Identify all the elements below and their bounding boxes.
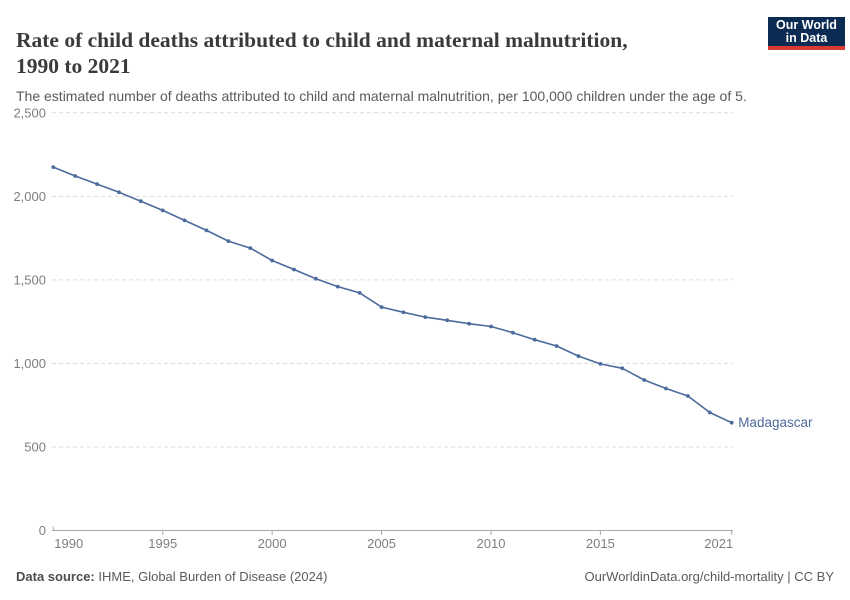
y-axis-tick-label: 1,500 bbox=[13, 272, 46, 287]
data-point[interactable] bbox=[248, 246, 253, 251]
x-axis-tick-label: 2021 bbox=[704, 536, 733, 551]
series-end-label[interactable]: Madagascar bbox=[738, 415, 813, 430]
owid-logo-line-2: in Data bbox=[785, 31, 828, 45]
data-point[interactable] bbox=[292, 267, 296, 272]
data-source-text: IHME, Global Burden of Disease (2024) bbox=[94, 569, 328, 584]
data-point[interactable] bbox=[160, 208, 165, 213]
owid-credit-link[interactable]: OurWorldinData.org/child-mortality | CC … bbox=[584, 569, 835, 584]
y-axis-tick-label: 0 bbox=[39, 523, 46, 538]
data-point[interactable] bbox=[357, 291, 362, 295]
data-point[interactable] bbox=[95, 182, 99, 187]
x-axis-tick-label: 2005 bbox=[367, 536, 396, 551]
y-axis-tick-label: 1,000 bbox=[13, 356, 46, 371]
x-axis-tick-label: 2000 bbox=[258, 536, 287, 551]
x-axis-tick-label: 2010 bbox=[477, 536, 506, 551]
chart-subtitle: The estimated number of deaths attribute… bbox=[16, 88, 747, 104]
data-line-madagascar[interactable] bbox=[52, 166, 733, 424]
data-point[interactable] bbox=[729, 420, 734, 425]
y-axis-tick-label: 2,500 bbox=[13, 105, 46, 120]
owid-logo-line-1: Our World bbox=[776, 18, 837, 32]
data-point[interactable] bbox=[642, 378, 647, 382]
data-point[interactable] bbox=[467, 321, 471, 326]
y-axis-tick-label: 2,000 bbox=[13, 189, 46, 204]
data-source-label: Data source: bbox=[16, 569, 95, 584]
data-point[interactable] bbox=[489, 324, 493, 329]
chart-title-line-2: 1990 to 2021 bbox=[16, 54, 131, 79]
data-point[interactable] bbox=[620, 366, 625, 371]
data-point[interactable] bbox=[226, 239, 231, 244]
data-point[interactable] bbox=[576, 354, 581, 358]
x-axis-tick-label: 2015 bbox=[586, 536, 615, 551]
chart-title-line-1: Rate of child deaths attributed to child… bbox=[16, 28, 628, 53]
data-point[interactable] bbox=[117, 190, 121, 195]
data-source-note: Data source: IHME, Global Burden of Dise… bbox=[16, 569, 327, 585]
data-point[interactable] bbox=[51, 165, 56, 170]
data-point[interactable] bbox=[73, 174, 78, 178]
data-point[interactable] bbox=[445, 318, 450, 323]
data-point[interactable] bbox=[532, 337, 537, 342]
data-point[interactable] bbox=[664, 386, 668, 391]
data-point[interactable] bbox=[686, 394, 690, 398]
chart-title: Rate of child deaths attributed to child… bbox=[16, 27, 746, 79]
data-point[interactable] bbox=[314, 276, 318, 281]
data-point[interactable] bbox=[401, 310, 406, 315]
data-point[interactable] bbox=[138, 199, 143, 204]
data-point[interactable] bbox=[270, 258, 274, 263]
x-axis-tick-label: 1990 bbox=[54, 536, 83, 551]
data-point[interactable] bbox=[554, 344, 559, 348]
data-point[interactable] bbox=[335, 284, 340, 289]
data-point[interactable] bbox=[511, 330, 515, 335]
data-point[interactable] bbox=[379, 305, 384, 309]
data-point[interactable] bbox=[204, 228, 209, 233]
x-axis-tick-label: 1995 bbox=[148, 536, 177, 551]
chart-footer: Data source: IHME, Global Burden of Dise… bbox=[16, 569, 834, 585]
data-point[interactable] bbox=[182, 218, 187, 223]
data-point[interactable] bbox=[707, 410, 712, 415]
data-point[interactable] bbox=[598, 362, 603, 366]
data-point[interactable] bbox=[423, 315, 428, 319]
owid-logo[interactable]: Our World in Data bbox=[768, 17, 845, 50]
y-axis-tick-label: 500 bbox=[24, 439, 46, 454]
